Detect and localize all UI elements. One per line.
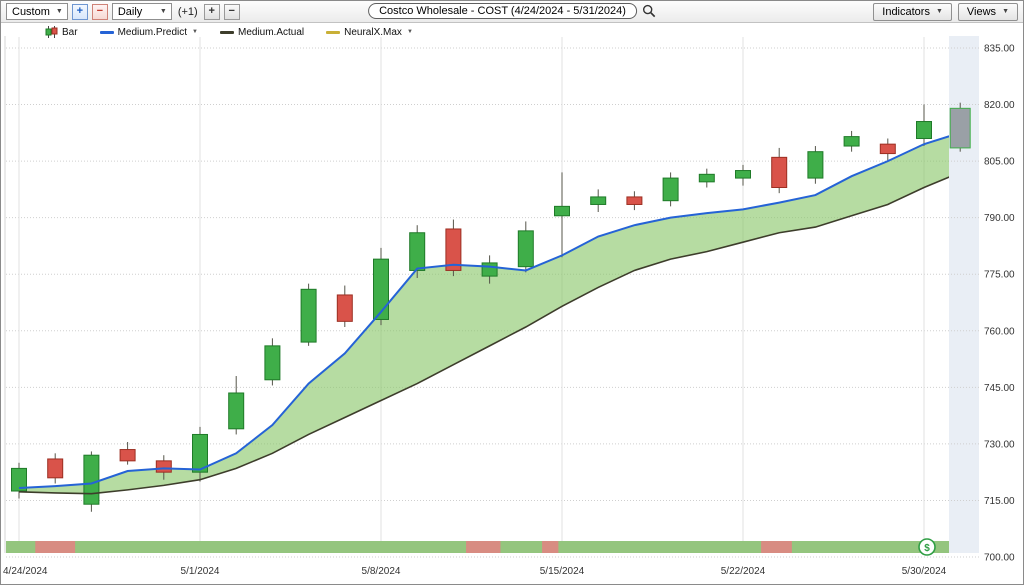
candle bbox=[771, 156, 788, 189]
candle bbox=[517, 230, 534, 268]
svg-text:805.00: 805.00 bbox=[984, 157, 1015, 168]
range-select[interactable]: Custom ▼ bbox=[6, 3, 68, 20]
legend-label: Medium.Predict bbox=[117, 26, 188, 38]
candle bbox=[626, 196, 643, 205]
legend-item-medium-actual[interactable]: Medium.Actual bbox=[219, 26, 305, 38]
candle bbox=[83, 454, 100, 505]
candle bbox=[11, 467, 27, 492]
legend-label: Bar bbox=[62, 26, 78, 38]
candle bbox=[949, 107, 971, 149]
candle bbox=[445, 228, 462, 271]
candle bbox=[119, 449, 136, 462]
prediction-band bbox=[19, 136, 949, 494]
svg-text:5/22/2024: 5/22/2024 bbox=[721, 566, 766, 577]
svg-text:760.00: 760.00 bbox=[984, 326, 1015, 337]
candle bbox=[47, 458, 64, 479]
candle bbox=[554, 205, 570, 217]
candle bbox=[409, 232, 426, 271]
zoom-out-button[interactable]: − bbox=[91, 3, 108, 20]
candle bbox=[264, 345, 281, 381]
candle bbox=[373, 258, 389, 320]
decrement-button[interactable]: − bbox=[223, 3, 240, 20]
toolbar: Custom ▼ + − Daily ▼ (+1) + − Costco Who… bbox=[1, 1, 1023, 23]
svg-text:$: $ bbox=[924, 543, 930, 554]
offset-label: (+1) bbox=[177, 5, 198, 18]
medium-predict-line bbox=[18, 135, 949, 490]
chevron-down-icon: ▼ bbox=[159, 8, 167, 15]
svg-text:835.00: 835.00 bbox=[984, 44, 1015, 55]
candle bbox=[590, 196, 607, 205]
candle bbox=[916, 121, 932, 139]
chevron-down-icon: ▼ bbox=[192, 29, 198, 35]
svg-text:730.00: 730.00 bbox=[984, 439, 1015, 450]
chevron-down-icon: ▼ bbox=[406, 29, 413, 35]
candle bbox=[192, 433, 208, 473]
svg-text:820.00: 820.00 bbox=[984, 100, 1015, 111]
candle bbox=[336, 294, 353, 322]
candle bbox=[735, 170, 751, 179]
toolbar-right-group: Indicators ▼ Views ▼ bbox=[873, 2, 1018, 21]
indicators-button-label: Indicators bbox=[882, 5, 930, 18]
chevron-down-icon: ▼ bbox=[1002, 8, 1009, 15]
svg-text:4/24/2024: 4/24/2024 bbox=[3, 566, 48, 577]
svg-text:775.00: 775.00 bbox=[984, 270, 1015, 281]
signal-strip-alert bbox=[761, 541, 792, 553]
candle bbox=[228, 392, 245, 430]
range-select-value: Custom bbox=[12, 5, 50, 18]
svg-text:745.00: 745.00 bbox=[984, 383, 1015, 394]
signal-strip-alert bbox=[466, 541, 501, 553]
signal-strip-alert bbox=[35, 541, 76, 553]
search-icon[interactable] bbox=[642, 4, 656, 18]
candle bbox=[155, 460, 172, 473]
increment-button[interactable]: + bbox=[203, 3, 220, 20]
legend-item-bar[interactable]: Bar bbox=[45, 26, 78, 38]
legend-label: NeuralX.Max bbox=[344, 26, 402, 38]
interval-select-value: Daily bbox=[117, 5, 143, 18]
interval-select[interactable]: Daily ▼ bbox=[111, 3, 172, 20]
candle bbox=[843, 136, 860, 147]
chevron-down-icon: ▼ bbox=[55, 8, 63, 15]
candlestick-icon bbox=[45, 26, 58, 38]
svg-text:790.00: 790.00 bbox=[984, 213, 1015, 224]
title-area: Costco Wholesale - COST (4/24/2024 - 5/3… bbox=[368, 3, 656, 19]
svg-text:715.00: 715.00 bbox=[984, 496, 1015, 507]
actual-line-swatch bbox=[219, 30, 234, 34]
price-chart[interactable]: 835.00 820.00 805.00 790.00 775.00 760.00 745.… bbox=[1, 23, 1024, 585]
candle bbox=[300, 288, 317, 343]
chevron-down-icon: ▼ bbox=[935, 8, 943, 15]
svg-text:5/8/2024: 5/8/2024 bbox=[362, 566, 401, 577]
legend-item-neuralx-max[interactable]: NeuralX.Max ▼ bbox=[326, 27, 413, 38]
candle bbox=[481, 262, 498, 277]
candle bbox=[698, 173, 715, 183]
chart-title: Costco Wholesale - COST (4/24/2024 - 5/3… bbox=[368, 3, 637, 19]
views-button[interactable]: Views ▼ bbox=[957, 2, 1018, 21]
legend-item-medium-predict[interactable]: Medium.Predict ▼ bbox=[99, 26, 198, 38]
legend-label: Medium.Actual bbox=[237, 26, 305, 38]
signal-strip-alert bbox=[542, 541, 559, 553]
svg-text:5/1/2024: 5/1/2024 bbox=[181, 566, 220, 577]
svg-text:700.00: 700.00 bbox=[984, 553, 1015, 564]
zoom-in-button[interactable]: + bbox=[71, 3, 88, 20]
indicators-button[interactable]: Indicators ▼ bbox=[873, 2, 952, 21]
dollar-badge[interactable] bbox=[918, 538, 936, 556]
medium-actual-line bbox=[18, 176, 949, 495]
svg-text:5/15/2024: 5/15/2024 bbox=[540, 566, 585, 577]
neuralx-line-swatch bbox=[326, 30, 341, 34]
predict-line-swatch bbox=[99, 30, 114, 34]
legend: Bar Medium.Predict ▼ Medium.Actual Neura… bbox=[45, 26, 413, 38]
candle bbox=[662, 177, 679, 202]
svg-text:5/30/2024: 5/30/2024 bbox=[902, 566, 947, 577]
candle bbox=[879, 143, 896, 155]
candle bbox=[807, 151, 824, 179]
views-button-label: Views bbox=[966, 5, 997, 18]
